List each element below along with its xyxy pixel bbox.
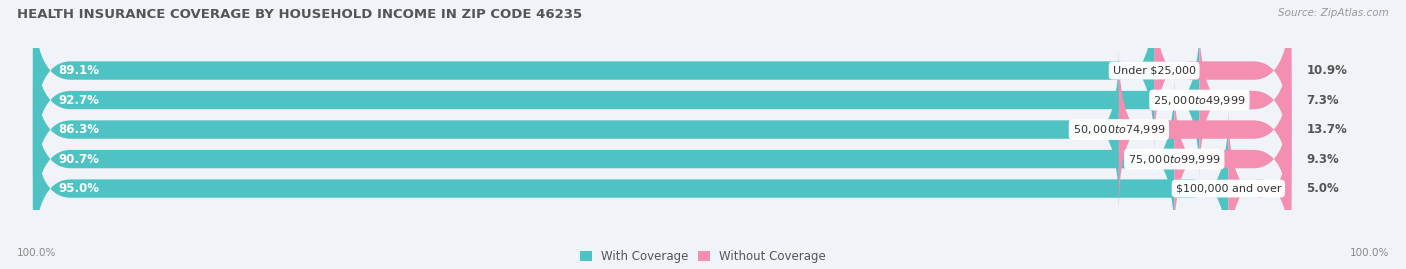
Text: 86.3%: 86.3% [58,123,98,136]
Text: 5.0%: 5.0% [1306,182,1339,195]
Text: 100.0%: 100.0% [17,248,56,258]
FancyBboxPatch shape [1199,21,1291,179]
FancyBboxPatch shape [32,109,1291,268]
Text: $100,000 and over: $100,000 and over [1175,183,1281,194]
Text: 13.7%: 13.7% [1306,123,1347,136]
FancyBboxPatch shape [1154,0,1291,150]
Legend: With Coverage, Without Coverage: With Coverage, Without Coverage [578,247,828,265]
FancyBboxPatch shape [32,21,1199,179]
Text: 10.9%: 10.9% [1306,64,1347,77]
FancyBboxPatch shape [1174,80,1291,238]
FancyBboxPatch shape [32,21,1291,179]
Text: 95.0%: 95.0% [58,182,98,195]
Text: $75,000 to $99,999: $75,000 to $99,999 [1128,153,1220,165]
FancyBboxPatch shape [32,50,1291,209]
Text: HEALTH INSURANCE COVERAGE BY HOUSEHOLD INCOME IN ZIP CODE 46235: HEALTH INSURANCE COVERAGE BY HOUSEHOLD I… [17,8,582,21]
FancyBboxPatch shape [32,50,1119,209]
Text: $25,000 to $49,999: $25,000 to $49,999 [1153,94,1246,107]
Text: 9.3%: 9.3% [1306,153,1339,165]
FancyBboxPatch shape [1119,50,1291,209]
FancyBboxPatch shape [32,109,1229,268]
Text: $50,000 to $74,999: $50,000 to $74,999 [1073,123,1166,136]
FancyBboxPatch shape [32,80,1174,238]
Text: Under $25,000: Under $25,000 [1112,66,1195,76]
FancyBboxPatch shape [32,80,1291,238]
Text: 7.3%: 7.3% [1306,94,1339,107]
Text: 90.7%: 90.7% [58,153,98,165]
FancyBboxPatch shape [32,0,1291,150]
FancyBboxPatch shape [32,0,1154,150]
Text: 100.0%: 100.0% [1350,248,1389,258]
FancyBboxPatch shape [1229,109,1291,268]
Text: Source: ZipAtlas.com: Source: ZipAtlas.com [1278,8,1389,18]
Text: 92.7%: 92.7% [58,94,98,107]
Text: 89.1%: 89.1% [58,64,98,77]
